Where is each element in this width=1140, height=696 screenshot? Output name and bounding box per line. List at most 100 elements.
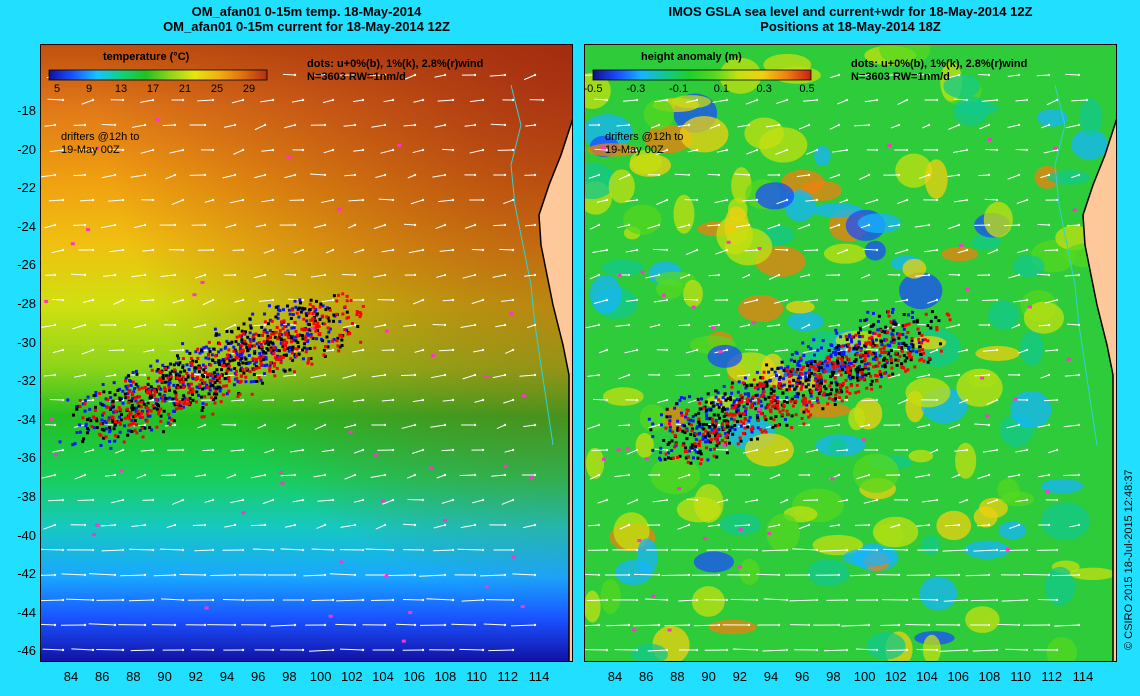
current-vector xyxy=(616,124,630,127)
particle-dot xyxy=(245,345,249,349)
particle-dot xyxy=(839,365,843,369)
particle-dot xyxy=(668,425,672,429)
current-vector xyxy=(730,598,758,601)
current-vector-head xyxy=(927,623,931,627)
current-vector-head xyxy=(935,98,939,102)
current-vector-head xyxy=(293,273,297,277)
particle-dot xyxy=(854,333,858,337)
current-vector-head xyxy=(807,573,811,577)
current-vector-head xyxy=(443,623,447,627)
particle-dot xyxy=(168,381,172,385)
current-vector xyxy=(895,299,908,303)
particle-dot xyxy=(698,422,702,426)
current-vector-head xyxy=(533,123,537,127)
particle-dot xyxy=(249,340,253,344)
current-vector xyxy=(140,99,154,103)
current-vector-head xyxy=(657,273,661,277)
longitude-tick: 114 xyxy=(528,669,550,684)
current-vector xyxy=(474,399,484,403)
particle-dot xyxy=(183,399,187,403)
current-vector xyxy=(310,274,326,278)
particle-dot xyxy=(840,383,844,387)
particle-dot xyxy=(840,390,844,394)
current-vector-head xyxy=(533,623,537,627)
particle-dot xyxy=(679,411,683,415)
sla-anomaly-blob xyxy=(857,213,901,234)
particle-dot xyxy=(157,404,161,408)
particle-dot xyxy=(691,456,695,460)
current-vector-head xyxy=(173,473,177,477)
particle-dot xyxy=(217,359,221,363)
particle-dot xyxy=(844,378,848,382)
particle-dot xyxy=(126,391,130,395)
particle-dot xyxy=(724,411,728,415)
particle-dot xyxy=(834,350,838,354)
current-vector-head xyxy=(151,448,155,452)
current-vector xyxy=(197,424,206,429)
particle-dot xyxy=(136,409,140,413)
current-vector xyxy=(861,299,878,302)
particle-dot xyxy=(840,344,844,348)
particle-dot xyxy=(298,333,302,337)
particle-dot xyxy=(688,395,692,399)
particle-dot xyxy=(912,320,916,324)
particle-dot xyxy=(846,369,850,373)
current-vector-head xyxy=(383,373,387,377)
current-vector-head xyxy=(271,148,275,152)
particle-dot xyxy=(107,418,111,422)
particle-dot xyxy=(123,424,127,428)
particle-dot xyxy=(926,324,930,328)
particle-dot xyxy=(140,426,144,430)
current-vector-head xyxy=(233,223,237,227)
particle-dot xyxy=(279,355,283,359)
current-vector-head xyxy=(717,523,721,527)
particle-dot xyxy=(94,394,98,398)
current-vector-head xyxy=(777,173,781,177)
current-vector xyxy=(524,224,536,227)
current-vector-head xyxy=(785,598,789,602)
current-vector-head xyxy=(293,623,297,627)
particle-dot xyxy=(892,341,896,345)
particle-dot xyxy=(922,351,926,355)
current-vector-head xyxy=(241,398,245,402)
current-vector xyxy=(493,224,506,227)
particle-dot xyxy=(167,383,171,387)
sla-anomaly-blob xyxy=(602,387,644,406)
particle-dot xyxy=(258,357,262,361)
current-vector-head xyxy=(331,148,335,152)
particle-dot xyxy=(172,419,176,423)
particle-dot xyxy=(227,389,231,393)
particle-dot xyxy=(201,374,205,378)
current-vector-head xyxy=(965,98,969,102)
current-vector-head xyxy=(965,248,969,252)
particle-dot xyxy=(278,357,282,361)
current-vector xyxy=(253,324,266,327)
particle-dot xyxy=(312,322,316,326)
particle-dot xyxy=(836,356,840,360)
particle-dot xyxy=(238,347,242,351)
particle-dot xyxy=(918,358,922,362)
particle-dot xyxy=(220,364,224,368)
current-vector xyxy=(403,324,416,327)
current-vector-head xyxy=(271,248,275,252)
particle-dot xyxy=(202,415,206,419)
particle-dot xyxy=(224,357,228,361)
current-vector-head xyxy=(241,498,245,502)
current-vector xyxy=(1044,299,1058,304)
particle-dot xyxy=(326,326,330,330)
particle-dot xyxy=(310,362,314,366)
sla-anomaly-blob xyxy=(1046,637,1077,661)
drifter-marker xyxy=(632,628,637,632)
current-vector-head xyxy=(263,273,267,277)
particle-dot xyxy=(903,359,907,363)
particle-dot xyxy=(883,363,887,367)
current-vector xyxy=(140,299,154,302)
current-vector xyxy=(984,198,998,201)
drifter-marker xyxy=(1013,397,1018,401)
longitude-tick: 114 xyxy=(1072,669,1094,684)
particle-dot xyxy=(172,401,176,405)
particle-dot xyxy=(174,361,178,365)
particle-dot xyxy=(835,331,839,335)
current-vector-head xyxy=(473,573,477,577)
sla-anomaly-blob xyxy=(983,201,1013,238)
